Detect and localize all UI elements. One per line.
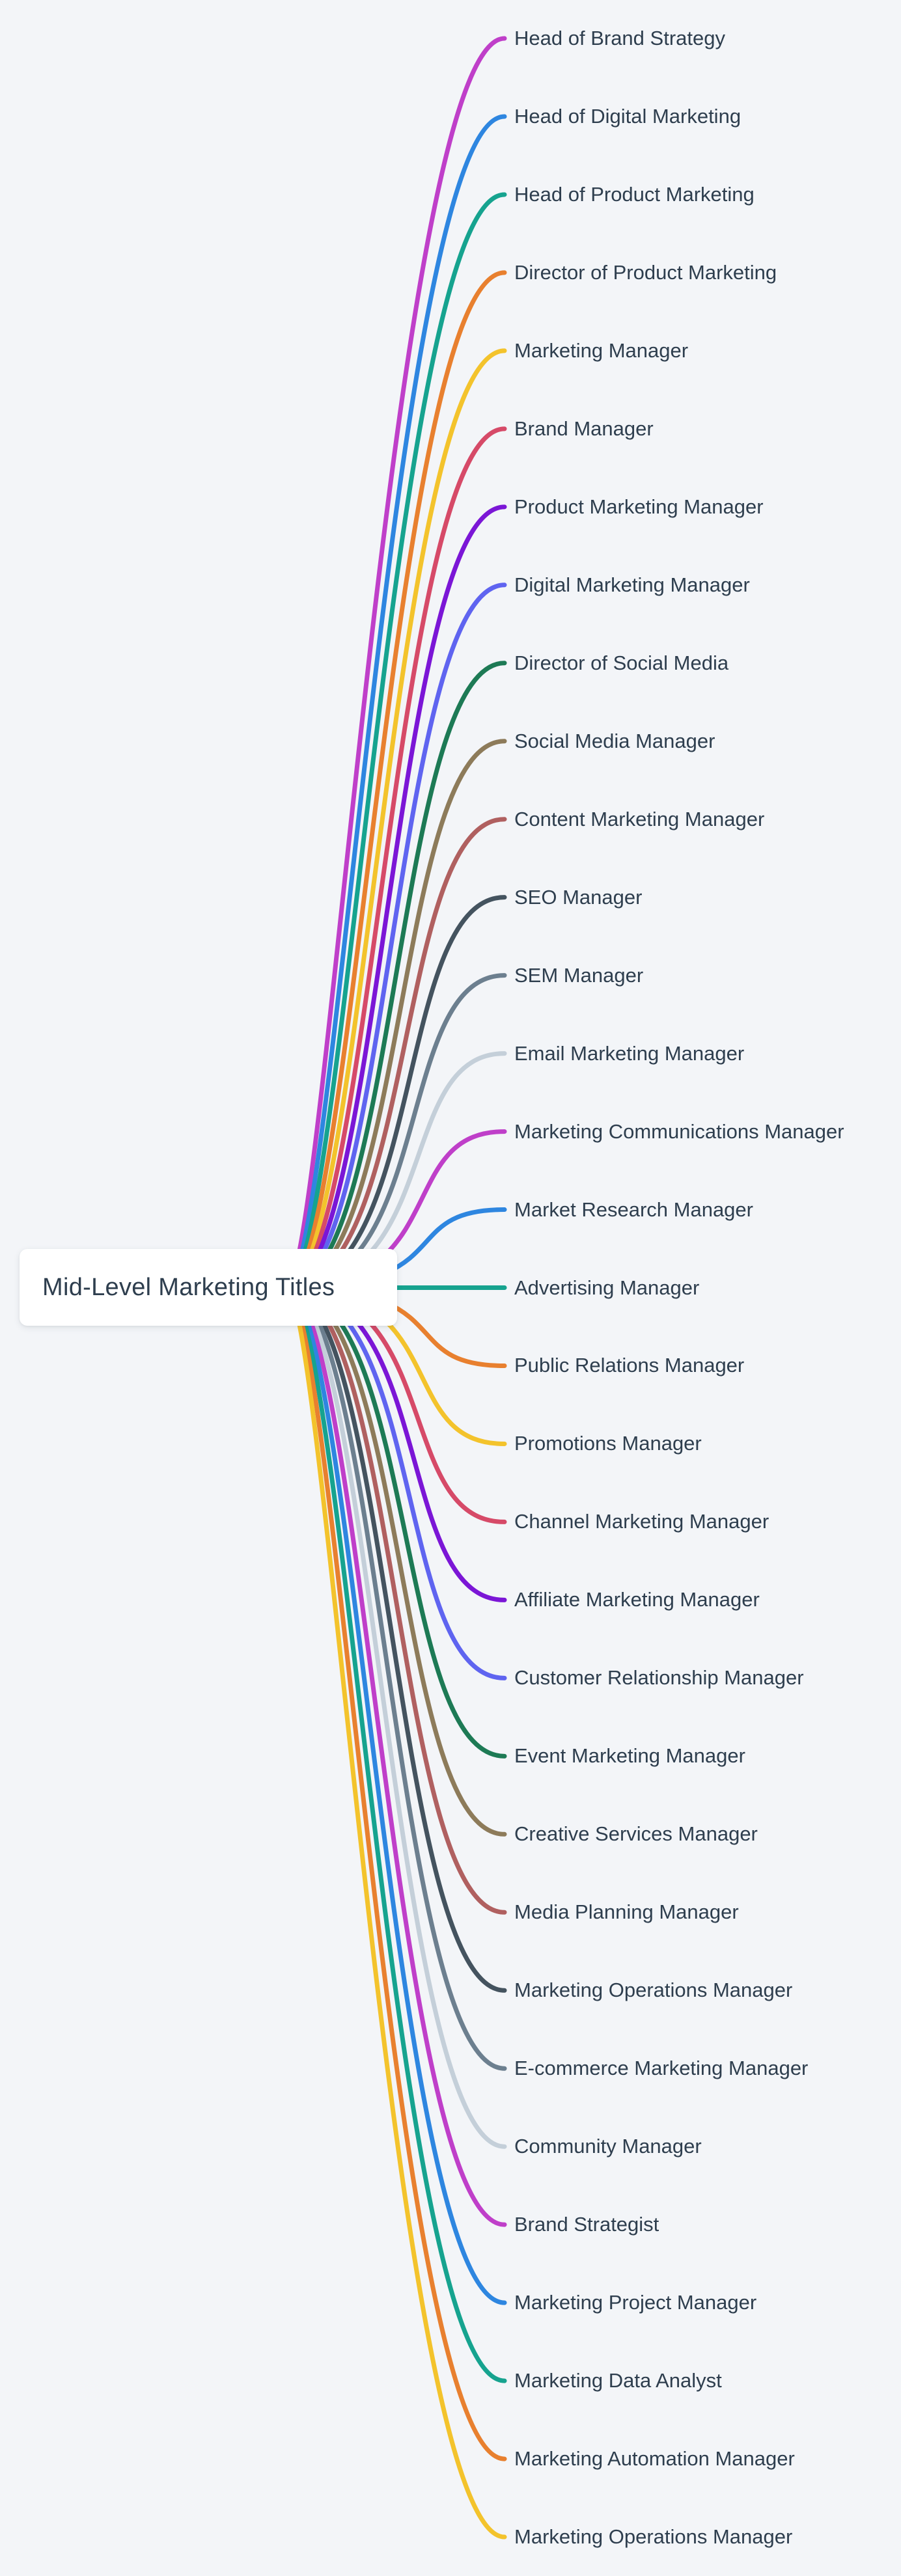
branch-label[interactable]: Email Marketing Manager — [514, 1041, 745, 1065]
branch-label[interactable]: SEO Manager — [514, 885, 643, 909]
branch-line — [284, 270, 507, 1291]
branch-label[interactable]: Public Relations Manager — [514, 1354, 745, 1377]
branch-line — [284, 36, 507, 1291]
branch-line — [284, 1285, 507, 2383]
branch-label[interactable]: Marketing Automation Manager — [514, 2447, 795, 2471]
branch-label[interactable]: Marketing Project Manager — [514, 2291, 757, 2314]
branch-label[interactable]: Marketing Data Analyst — [514, 2369, 722, 2392]
branch-label[interactable]: Customer Relationship Manager — [514, 1666, 804, 1690]
branch-label[interactable]: Head of Brand Strategy — [514, 27, 725, 49]
branch-line — [284, 426, 507, 1291]
branch-label[interactable]: Director of Product Marketing — [514, 260, 777, 284]
branch-label[interactable]: Social Media Manager — [514, 729, 715, 752]
branch-line — [284, 1285, 507, 2305]
branch-line — [284, 192, 507, 1291]
branch-label[interactable]: Promotions Manager — [514, 1432, 702, 1455]
branch-label[interactable]: Product Marketing Manager — [514, 495, 764, 518]
branch-label[interactable]: Advertising Manager — [514, 1276, 700, 1299]
branch-line — [284, 504, 507, 1291]
branch-label[interactable]: Market Research Manager — [514, 1198, 753, 1221]
branch-label[interactable]: Channel Marketing Manager — [514, 1510, 769, 1533]
branch-line — [284, 114, 507, 1291]
branch-line — [284, 1285, 507, 2227]
branch-label[interactable]: Director of Social Media — [514, 651, 729, 674]
branch-label[interactable]: Marketing Manager — [514, 338, 689, 362]
branch-line — [284, 1285, 507, 2461]
branch-label[interactable]: SEM Manager — [514, 963, 644, 987]
branch-label[interactable]: Media Planning Manager — [514, 1900, 739, 1924]
branch-line — [284, 348, 507, 1291]
root-node-label: Mid-Level Marketing Titles — [42, 1273, 335, 1301]
branch-line — [284, 582, 507, 1291]
root-node[interactable]: Mid-Level Marketing Titles — [20, 1249, 397, 1326]
branch-label[interactable]: Digital Marketing Manager — [514, 573, 750, 596]
branch-label[interactable]: Head of Product Marketing — [514, 182, 755, 206]
branch-label[interactable]: Brand Manager — [514, 417, 654, 440]
branch-label[interactable]: Affiliate Marketing Manager — [514, 1588, 760, 1611]
branch-label[interactable]: Brand Strategist — [514, 2213, 659, 2236]
branch-label[interactable]: E-commerce Marketing Manager — [514, 2057, 809, 2080]
branch-line — [284, 1285, 507, 1993]
branch-label[interactable]: Marketing Operations Manager — [514, 2525, 793, 2549]
branch-line — [284, 1285, 507, 2071]
branch-label[interactable]: Creative Services Manager — [514, 1822, 758, 1846]
branch-label[interactable]: Community Manager — [514, 2135, 702, 2158]
branch-label[interactable]: Head of Digital Marketing — [514, 104, 742, 128]
branch-label[interactable]: Marketing Operations Manager — [514, 1979, 793, 2002]
branch-label[interactable]: Content Marketing Manager — [514, 807, 765, 830]
branch-line — [284, 1285, 507, 2540]
branch-label[interactable]: Event Marketing Manager — [514, 1744, 745, 1768]
branch-line — [284, 1285, 507, 2149]
branch-label[interactable]: Marketing Communications Manager — [514, 1119, 844, 1143]
